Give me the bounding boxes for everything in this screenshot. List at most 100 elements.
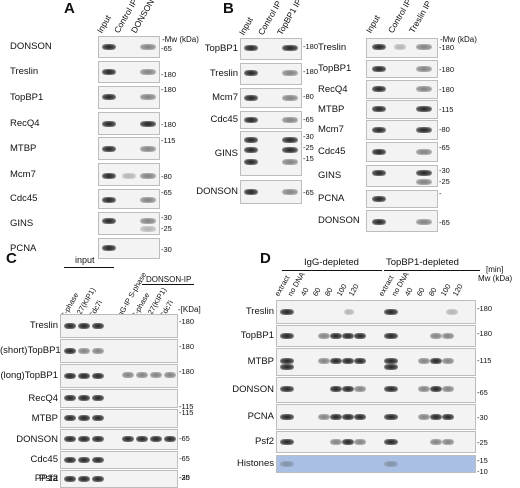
panel-c-group-donson-ip: DONSON-IP bbox=[146, 275, 192, 284]
panel_a-blot-1 bbox=[98, 61, 160, 83]
blot-band bbox=[282, 189, 298, 195]
panel-d-group-igg: IgG-depleted bbox=[304, 257, 359, 268]
panel_c-row-label-1: (short)TopBP1 bbox=[0, 345, 61, 356]
blot-band bbox=[140, 44, 156, 50]
blot-band bbox=[244, 147, 258, 153]
blot-band bbox=[384, 414, 398, 420]
blot-band bbox=[64, 476, 76, 482]
blot-band bbox=[384, 439, 398, 445]
panel_c-blot-5 bbox=[60, 429, 178, 450]
panel-d-group-topbp1: TopBP1-depleted bbox=[386, 257, 459, 268]
blot-band bbox=[442, 439, 454, 445]
blot-band bbox=[140, 69, 156, 75]
blot-band bbox=[140, 146, 156, 152]
panel_b2-row-label-6: GINS bbox=[318, 170, 342, 181]
blot-band bbox=[244, 189, 258, 195]
blot-band bbox=[244, 95, 258, 101]
blot-band bbox=[64, 436, 76, 442]
blot-band bbox=[244, 159, 258, 165]
panel_d-mw-3: 65 bbox=[477, 389, 488, 397]
panel_a-blot-8 bbox=[98, 238, 160, 259]
blot-band bbox=[78, 395, 90, 401]
panel-d-lane-12: 100 bbox=[438, 282, 453, 298]
panel_b2-row-label-4: Mcm7 bbox=[318, 124, 344, 135]
panel_b1-mw-4-1: 25 bbox=[303, 144, 314, 152]
blot-band bbox=[102, 69, 116, 75]
blot-band bbox=[418, 414, 430, 420]
blot-band bbox=[122, 173, 136, 179]
blot-band bbox=[244, 137, 258, 143]
blot-band bbox=[354, 358, 366, 364]
panel_c-row-label-8: Psf2 bbox=[38, 473, 58, 484]
blot-band bbox=[282, 70, 298, 76]
panel_b1-row-label-0: TopBP1 bbox=[204, 43, 238, 54]
panel_d-mw-5: 25 bbox=[477, 439, 488, 447]
panel_a-row-label-3: RecQ4 bbox=[10, 117, 40, 129]
panel_a-mw-0: 65 bbox=[161, 45, 172, 53]
panel_b1-mw-0: 180 bbox=[303, 43, 319, 51]
blot-band bbox=[416, 66, 432, 72]
panel_d-row-label-3: DONSON bbox=[232, 384, 274, 395]
blot-band bbox=[354, 414, 366, 420]
panel-b2-lane-input: Input bbox=[363, 13, 382, 35]
blot-band bbox=[280, 386, 294, 392]
panel_c-mw-0: 180 bbox=[179, 318, 195, 326]
blot-band bbox=[372, 86, 386, 92]
panel-b-letter: B bbox=[223, 0, 234, 17]
panel_b1-mw-4-0: 30 bbox=[303, 133, 314, 141]
blot-band bbox=[78, 323, 90, 329]
blot-band bbox=[78, 348, 90, 354]
blot-band bbox=[78, 476, 90, 482]
panel_b1-blot-2 bbox=[240, 88, 302, 108]
panel_d-row-label-4: PCNA bbox=[247, 411, 274, 422]
panel_b2-row-label-7: PCNA bbox=[318, 193, 345, 204]
panel_c-mw-3: 115 bbox=[179, 403, 194, 411]
blot-band bbox=[342, 439, 354, 445]
panel_b1-mw-4-2: 15 bbox=[303, 155, 314, 163]
blot-band bbox=[318, 414, 330, 420]
blot-band bbox=[122, 436, 134, 442]
blot-band bbox=[330, 386, 342, 392]
blot-band bbox=[282, 45, 298, 51]
panel_c-row-label-4: MTBP bbox=[31, 412, 58, 424]
panel_b1-blot-1 bbox=[240, 63, 302, 85]
panel_b2-mw-8: 65 bbox=[439, 219, 450, 227]
panel-d-lane-2: 40 bbox=[298, 286, 311, 298]
panel_b2-mw-0: 180 bbox=[439, 44, 455, 52]
panel_a-blot-2 bbox=[98, 86, 160, 109]
panel_b1-row-label-4: GINS bbox=[214, 147, 238, 159]
panel_b2-mw-2: 180 bbox=[439, 86, 455, 94]
blot-band bbox=[78, 373, 90, 379]
blot-band bbox=[330, 414, 342, 420]
panel_b2-row-label-2: RecQ4 bbox=[318, 83, 348, 95]
blot-band bbox=[442, 414, 454, 420]
blot-band bbox=[150, 436, 162, 442]
panel_b2-mw-7 bbox=[439, 190, 442, 198]
blot-band bbox=[102, 218, 116, 224]
panel-d-letter: D bbox=[260, 250, 271, 267]
panel_b2-blot-0 bbox=[366, 38, 438, 58]
panel_c-row-label-6: Cdc45 bbox=[30, 454, 58, 465]
panel-d-lane-5: 100 bbox=[334, 282, 349, 298]
blot-band bbox=[354, 386, 366, 392]
panel-d-lane-3: 60 bbox=[310, 286, 323, 298]
panel-c-mw-unit: [KDa] bbox=[178, 306, 201, 314]
blot-band bbox=[78, 415, 90, 421]
panel_d-blot-6 bbox=[276, 455, 476, 473]
panel_b1-row-label-2: Mcm7 bbox=[212, 92, 238, 103]
blot-band bbox=[342, 386, 354, 392]
blot-band bbox=[64, 348, 76, 354]
panel_b1-row-label-3: Cdc45 bbox=[210, 114, 238, 125]
panel_b2-mw-4: 80 bbox=[439, 126, 450, 134]
blot-band bbox=[102, 146, 116, 152]
panel_b1-mw-3: 65 bbox=[303, 116, 314, 124]
blot-band bbox=[372, 127, 386, 133]
panel_a-blot-3 bbox=[98, 112, 160, 135]
blot-band bbox=[394, 44, 406, 50]
panel_c-mw-6: 65 bbox=[179, 455, 190, 463]
panel_b2-mw-6-0: 30 bbox=[439, 167, 450, 175]
panel_b2-blot-3 bbox=[366, 100, 438, 119]
panel-d-lane-9: 40 bbox=[402, 286, 415, 298]
blot-band bbox=[140, 173, 156, 179]
blot-band bbox=[416, 44, 432, 50]
